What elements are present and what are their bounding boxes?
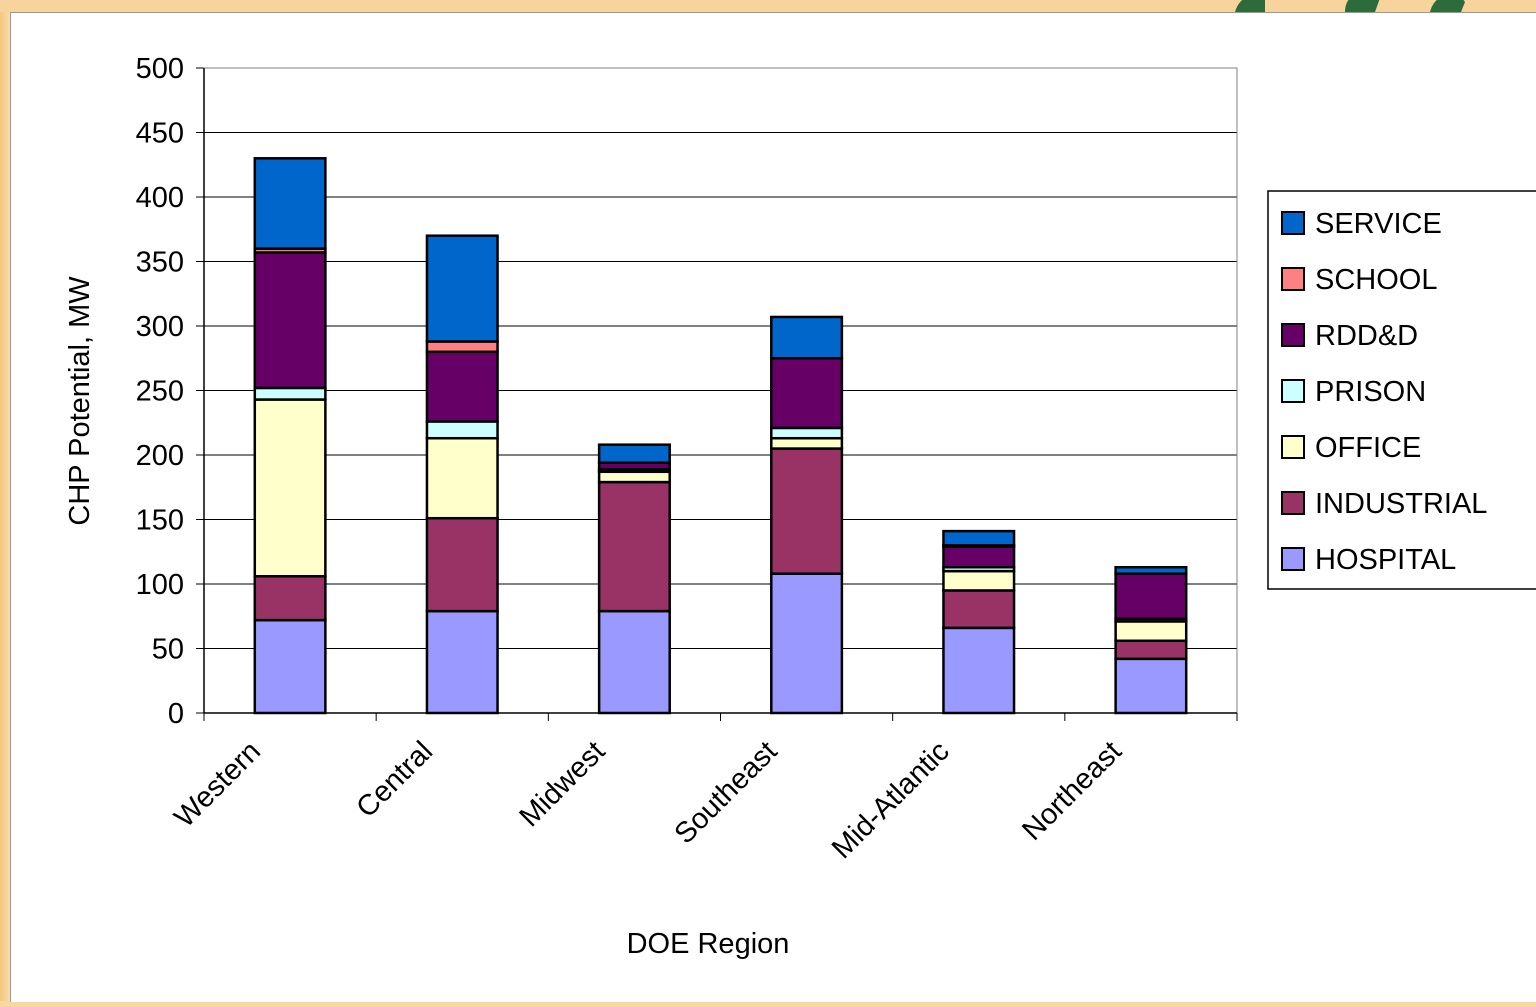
bar-segment [942,545,1016,569]
bar-segment [253,398,327,578]
y-tick-label: 0 [168,698,184,730]
legend-swatch [1281,323,1305,347]
legend-label: HOSPITAL [1315,544,1456,576]
x-tick-label: Southeast [669,735,784,850]
bar-segment [942,589,1016,630]
y-tick-label: 100 [136,569,184,601]
bar-segment [1114,657,1188,715]
bar-segment [425,350,499,423]
bar-segment [597,609,671,715]
chart-area: 0 50 100 150 200 250 300 350 400 450 500 Western Ce… [10,12,1536,1002]
x-tick-label: Central [350,735,439,824]
y-tick-label: 450 [136,118,184,150]
bar-segment [425,420,499,440]
bar-segment [597,480,671,613]
bar-segment [770,315,844,360]
bar-segment [942,529,1016,547]
bar-segment [1114,639,1188,661]
legend: SERVICE SCHOOL RDD&D PRISON OFFICE INDUSTRIAL… [1267,190,1536,590]
bar-segment [253,251,327,390]
bar-segment [253,386,327,401]
slide-top-band [0,0,1536,12]
bar-segment [1114,565,1188,575]
bar-segment [425,516,499,613]
bar-segment [1114,620,1188,643]
legend-label: INDUSTRIAL [1315,488,1487,520]
legend-label: PRISON [1315,376,1426,408]
y-tick-labels: 0 50 100 150 200 250 300 350 400 450 500 [136,53,184,730]
bars [253,157,1188,715]
bar-segment [425,340,499,354]
legend-swatch [1281,267,1305,291]
slide-title-fragment [1195,0,1536,12]
legend-swatch [1281,491,1305,515]
legend-swatch [1281,379,1305,403]
bar-segment [942,626,1016,715]
bar-segment [770,426,844,440]
x-tick-label: Midwest [514,735,612,833]
y-tick-label: 350 [136,247,184,279]
bar-segment [770,572,844,715]
stacked-bar-chart: 0 50 100 150 200 250 300 350 400 450 500 Western Ce… [64,53,1536,960]
legend-swatch [1281,435,1305,459]
bar-segment [770,447,844,575]
legend-swatch [1281,547,1305,571]
x-axis-label: DOE Region [627,928,790,960]
x-tick-label: Mid-Atlantic [826,735,956,865]
bar-segment [1114,572,1188,621]
legend-box [1267,190,1536,590]
bar-segment [253,575,327,622]
bar-segment [425,436,499,520]
bar-segment [942,569,1016,592]
bar-segment [425,234,499,343]
legend-label: OFFICE [1315,432,1421,464]
bar-segment [597,470,671,484]
legend-label: SERVICE [1315,208,1442,240]
y-tick-label: 50 [152,634,184,666]
y-tick-label: 300 [136,311,184,343]
legend-swatch [1281,211,1305,235]
legend-label: SCHOOL [1315,264,1437,296]
legend-label: RDD&D [1315,320,1418,352]
y-axis-label: CHP Potential, MW [64,276,96,526]
bar-segment [425,609,499,715]
bar-segment [770,357,844,430]
axes [196,67,1238,721]
y-tick-label: 250 [136,376,184,408]
bar-segment [253,618,327,715]
x-tick-label: Northeast [1016,735,1128,847]
y-tick-label: 150 [136,505,184,537]
y-tick-label: 500 [136,53,184,85]
x-tick-labels: Western Central Midwest Southeast Mid-Atlant… [168,735,1127,865]
bar-segment [253,157,327,250]
bar-segment [597,443,671,464]
y-tick-label: 400 [136,182,184,214]
x-tick-label: Western [168,735,267,834]
gridlines [204,67,1237,649]
bar-segment [770,436,844,450]
y-tick-label: 200 [136,440,184,472]
